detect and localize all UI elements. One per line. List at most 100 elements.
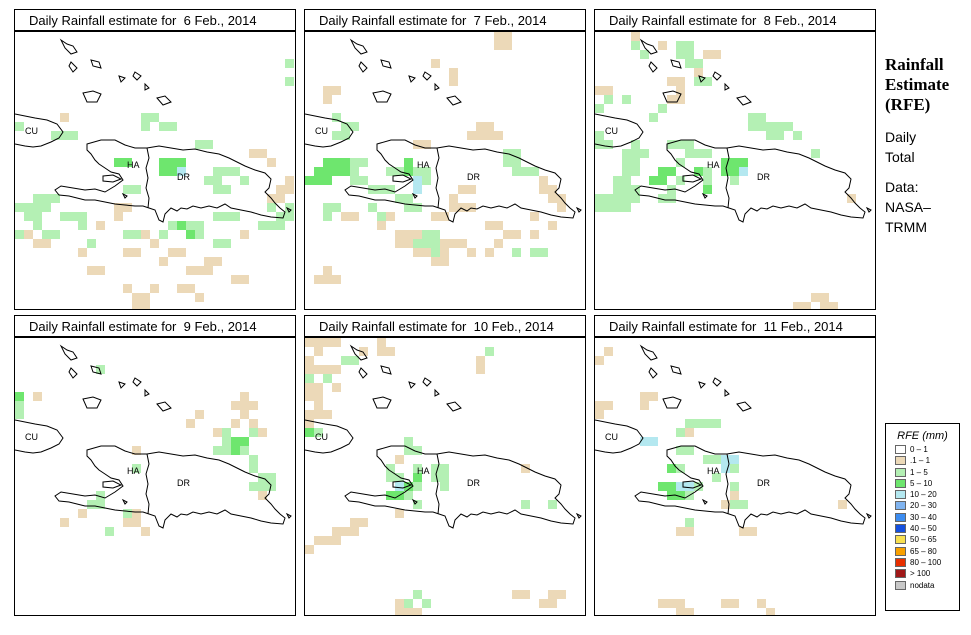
coastline — [634, 139, 866, 223]
rainfall-cell — [548, 221, 557, 230]
rainfall-cell — [213, 428, 222, 437]
rainfall-cell — [314, 365, 323, 374]
rainfall-cell — [314, 410, 323, 419]
legend-swatch — [895, 501, 906, 511]
coastline — [118, 75, 126, 83]
rainfall-cell — [386, 185, 395, 194]
rainfall-cell — [413, 473, 422, 482]
rainfall-cell — [530, 248, 539, 257]
panel-title: Daily Rainfall estimate for 7 Feb., 2014 — [304, 9, 586, 31]
coastline — [59, 38, 78, 55]
rainfall-cell — [658, 104, 667, 113]
rainfall-cell — [604, 95, 613, 104]
rainfall-cell — [685, 41, 694, 50]
rainfall-cell — [386, 464, 395, 473]
rainfall-cell — [793, 302, 802, 309]
coastline — [102, 174, 123, 183]
rainfall-cell — [676, 482, 685, 491]
rainfall-cell — [658, 194, 667, 203]
rainfall-cell — [703, 455, 712, 464]
rainfall-cell — [285, 59, 294, 68]
rainfall-cell — [640, 50, 649, 59]
rainfall-cell — [332, 275, 341, 284]
rainfall-cell — [285, 185, 294, 194]
rainfall-cell — [748, 527, 757, 536]
rainfall-cell — [323, 167, 332, 176]
rainfall-cell — [323, 365, 332, 374]
rainfall-cell — [240, 401, 249, 410]
rfe-title-line: (RFE) — [885, 95, 931, 114]
rainfall-cell — [748, 113, 757, 122]
legend-swatch — [895, 569, 906, 579]
coastline — [380, 365, 392, 375]
rainfall-cell — [132, 464, 141, 473]
rainfall-cell — [359, 158, 368, 167]
rainfall-cell — [685, 482, 694, 491]
rainfall-cell — [132, 446, 141, 455]
rainfall-cell — [42, 203, 51, 212]
rainfall-cell — [123, 248, 132, 257]
rainfall-cell — [449, 68, 458, 77]
rainfall-cell — [314, 275, 323, 284]
coastline — [118, 381, 126, 389]
rainfall-cell — [658, 176, 667, 185]
rainfall-cell — [323, 536, 332, 545]
rainfall-cell — [386, 167, 395, 176]
rainfall-cell — [730, 599, 739, 608]
rainfall-cell — [730, 158, 739, 167]
rainfall-cell — [323, 374, 332, 383]
rainfall-cell — [694, 419, 703, 428]
rainfall-cell — [485, 122, 494, 131]
rainfall-cell — [631, 158, 640, 167]
rainfall-cell — [305, 374, 314, 383]
coastline — [595, 419, 644, 454]
rainfall-cell — [258, 221, 267, 230]
rainfall-cell — [604, 194, 613, 203]
rainfall-cell — [350, 167, 359, 176]
rainfall-cell — [440, 239, 449, 248]
legend-swatch — [895, 512, 906, 522]
coastline — [434, 82, 440, 91]
rainfall-cell — [431, 230, 440, 239]
rainfall-cell — [323, 275, 332, 284]
coastline — [712, 71, 722, 81]
rainfall-cell — [595, 104, 604, 113]
rainfall-cell — [359, 518, 368, 527]
rainfall-cell — [458, 185, 467, 194]
rainfall-cell — [177, 248, 186, 257]
rainfall-cell — [404, 599, 413, 608]
rainfall-cell — [604, 203, 613, 212]
rainfall-cell — [350, 122, 359, 131]
country-label-cu: CU — [605, 126, 618, 136]
rainfall-cell — [323, 86, 332, 95]
legend-label: nodata — [910, 580, 935, 590]
legend-item: > 100 — [886, 568, 959, 579]
rainfall-cell — [177, 158, 186, 167]
rainfall-cell — [132, 302, 141, 309]
rainfall-cell — [323, 95, 332, 104]
coastline — [156, 95, 172, 106]
rainfall-cell — [404, 230, 413, 239]
rainfall-cell — [24, 212, 33, 221]
rainfall-cell — [305, 419, 314, 428]
rainfall-cell — [341, 212, 350, 221]
rainfall-cell — [703, 185, 712, 194]
rainfall-cell — [123, 185, 132, 194]
rainfall-cell — [613, 185, 622, 194]
rainfall-cell — [721, 167, 730, 176]
rainfall-cell — [332, 365, 341, 374]
rainfall-cell — [595, 356, 604, 365]
rainfall-cell — [150, 284, 159, 293]
rainfall-cell — [368, 203, 377, 212]
coastline — [285, 206, 292, 213]
rainfall-cell — [204, 266, 213, 275]
rainfall-cell — [676, 527, 685, 536]
rainfall-cell — [285, 203, 294, 212]
legend-item: 30 – 40 — [886, 512, 959, 523]
rainfall-cell — [123, 518, 132, 527]
rainfall-cell — [676, 446, 685, 455]
rainfall-cell — [548, 599, 557, 608]
coastline — [392, 174, 413, 183]
coastline — [15, 113, 64, 148]
panel-title: Daily Rainfall estimate for 9 Feb., 2014 — [14, 315, 296, 337]
